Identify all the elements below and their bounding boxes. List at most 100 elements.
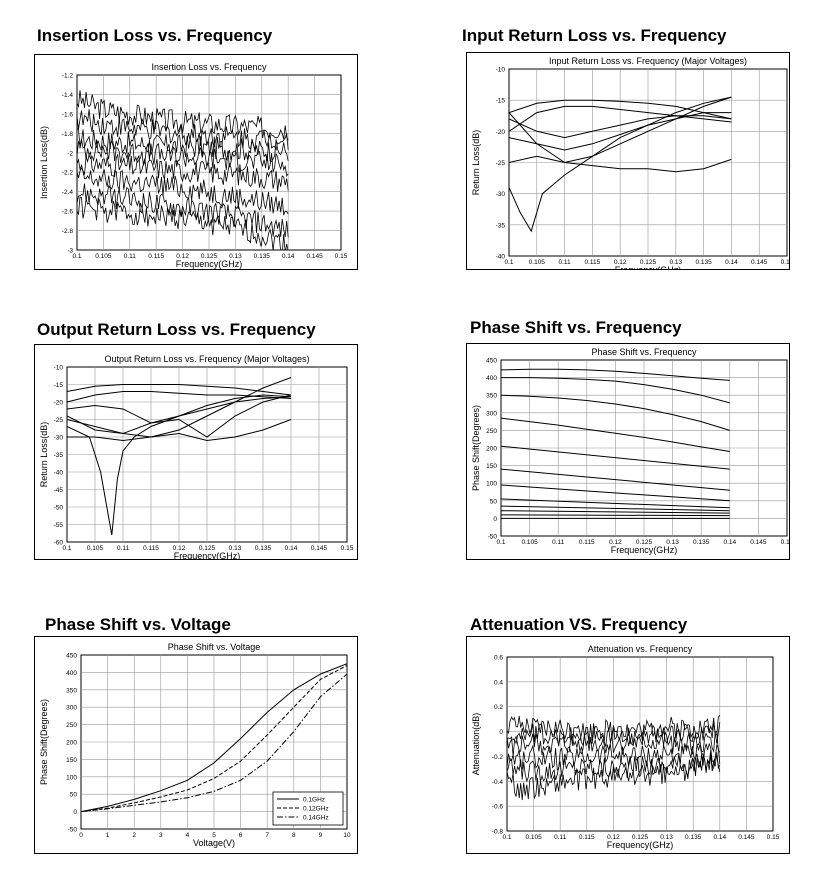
x-tick-label: 0.15 [335, 253, 348, 260]
legend: 0.1GHz 0.12GHz 0.14GHz [272, 791, 344, 826]
y-tick-label: 150 [486, 463, 497, 470]
series-line [67, 419, 292, 442]
x-axis-label: Voltage(V) [193, 838, 235, 848]
y-tick-label: -20 [496, 129, 506, 136]
x-tick-label: 0.145 [750, 539, 767, 546]
chart-title: Phase Shift vs. Frequency [591, 347, 697, 357]
x-tick-label: 0.135 [695, 259, 712, 266]
heading-attenuation: Attenuation VS. Frequency [470, 615, 688, 634]
chart-frame-3: 0.1 0.105 0.11 0.115 0.12 0.125 0.13 0.135 0.14 0… [466, 343, 794, 560]
x-tick-label: 0.12 [607, 834, 620, 841]
series-line [77, 128, 289, 162]
y-axis-label: Phase Shift(Degrees) [471, 405, 481, 491]
chart-output-return-loss: 0.1 0.105 0.11 0.115 0.12 0.125 0.13 0.135 0.14 0… [39, 354, 354, 561]
y-tick-label: -0.2 [492, 754, 504, 761]
y-tick-label: 150 [66, 757, 77, 764]
y-tick-label: -25 [496, 160, 506, 167]
chart-title: Output Return Loss vs. Frequency (Major … [104, 354, 309, 364]
x-tick-label: 0.15 [781, 259, 789, 266]
x-tick-label: 0.11 [552, 539, 565, 546]
chart-frame-1: 0.1 0.105 0.11 0.115 0.12 0.125 0.13 0.135 0.14 0… [466, 52, 794, 275]
y-tick-label: -15 [54, 382, 64, 389]
y-tick-label: -50 [54, 505, 64, 512]
series-line [501, 377, 730, 404]
series-line [509, 96, 732, 164]
y-tick-label: 50 [70, 792, 78, 799]
x-axis-label: Frequency(GHz) [615, 265, 682, 269]
y-tick-label: 300 [486, 410, 497, 417]
chart-insertion-loss: 0.1 0.105 0.11 0.115 0.12 0.125 0.13 0.135 0.14 0… [39, 62, 348, 269]
x-tick-label: 0.115 [579, 539, 595, 546]
x-tick-label: 0.125 [632, 834, 649, 841]
series-line [77, 183, 289, 238]
series-group [77, 90, 289, 250]
x-axis-label: Frequency(GHz) [174, 551, 241, 559]
series-line [81, 664, 347, 813]
y-tick-label: 50 [490, 498, 498, 505]
y-tick-label: -20 [54, 400, 64, 407]
y-tick-label: 0.6 [494, 655, 503, 662]
y-tick-label: 100 [66, 774, 77, 781]
x-tick-label: 0.1 [502, 834, 511, 841]
chart-title: Phase Shift vs. Voltage [168, 642, 261, 652]
y-tick-label: 450 [486, 358, 497, 365]
x-tick-label: 0.13 [669, 259, 682, 266]
x-tick-label: 0.14 [725, 259, 738, 266]
y-tick-label: 0 [499, 729, 503, 736]
x-tick-label: 0.145 [306, 253, 323, 260]
heading-insertion-loss: Insertion Loss vs. Frequency [37, 26, 273, 45]
x-tick-label: 0.11 [554, 834, 567, 841]
x-tick-label: 0.15 [781, 539, 789, 546]
series-line [507, 742, 721, 771]
series-line [77, 196, 289, 250]
x-tick-label: 0.1 [496, 539, 505, 546]
series-line [81, 673, 347, 813]
x-tick-label: 0.125 [201, 253, 218, 260]
y-axis-label: Insertion Loss(dB) [39, 126, 49, 199]
x-tick-label: 4 [186, 832, 190, 839]
y-tick-label: -25 [54, 417, 64, 424]
x-axis-label: Frequency(GHz) [611, 545, 678, 555]
x-tick-label: 0.115 [143, 545, 159, 552]
y-tick-label: 400 [486, 375, 497, 382]
x-tick-label: 5 [212, 832, 216, 839]
x-tick-label: 0.12 [609, 539, 622, 546]
x-tick-label: 0.115 [148, 253, 164, 260]
y-tick-label: -50 [488, 534, 498, 541]
series-group [501, 368, 730, 519]
heading-output-return-loss: Output Return Loss vs. Frequency [37, 320, 316, 339]
chart-title: Input Return Loss vs. Frequency (Major V… [549, 56, 747, 66]
y-tick-label: -55 [54, 522, 64, 529]
y-tick-label: -2.8 [62, 228, 74, 235]
y-tick-label: -2.6 [62, 209, 74, 216]
x-tick-label: 3 [159, 832, 163, 839]
x-axis-label: Frequency(GHz) [607, 840, 674, 850]
y-tick-label: 300 [66, 705, 77, 712]
chart-phase-shift-frequency: 0.1 0.105 0.11 0.115 0.12 0.125 0.13 0.135 0.14 0… [471, 347, 794, 555]
x-tick-label: 0.1 [62, 545, 71, 552]
y-tick-label: -1.6 [62, 111, 74, 118]
y-tick-label: -3 [67, 248, 73, 255]
y-tick-label: -10 [54, 365, 64, 372]
chart-frame-4: 0 1 2 3 4 5 6 7 8 9 10 -50 0 50 100 150 200 250 300 350 400 4… [34, 636, 358, 854]
series-line [509, 112, 732, 151]
x-tick-label: 0.15 [767, 834, 780, 841]
series-group [507, 715, 721, 801]
y-tick-label: 0 [73, 809, 77, 816]
series-line [501, 468, 730, 491]
x-axis-label: Frequency(GHz) [176, 259, 243, 269]
series-line [67, 384, 292, 396]
x-tick-label: 0.125 [640, 259, 657, 266]
y-tick-label: -30 [496, 191, 506, 198]
series-line [501, 368, 730, 381]
y-axis-label: Return Loss(dB) [39, 422, 49, 488]
x-tick-label: 0.125 [636, 539, 653, 546]
y-axis-label: Phase Shift(Degrees) [39, 699, 49, 785]
series-line [501, 445, 730, 470]
y-tick-label: 250 [66, 722, 77, 729]
y-tick-label: 400 [66, 670, 77, 677]
series-line [501, 510, 730, 514]
chart-attenuation: 0.1 0.105 0.11 0.115 0.12 0.125 0.13 0.135 0.14 0… [471, 644, 780, 850]
x-tick-label: 0.135 [254, 253, 271, 260]
y-tick-label: -2 [67, 150, 73, 157]
